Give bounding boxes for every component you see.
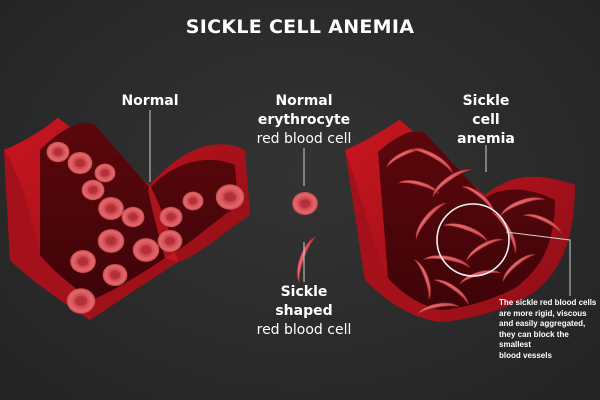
- sickle-note: The sickle red blood cells are more rigi…: [499, 298, 599, 361]
- red-blood-cell: [102, 263, 128, 287]
- pointer-line-note: [505, 231, 571, 296]
- label-sickle-shaped-line3: red blood cell: [256, 322, 352, 338]
- magnifier-circle: [436, 203, 510, 277]
- label-normal-erythrocyte-line3: red blood cell: [256, 131, 352, 147]
- red-blood-cell: [94, 163, 116, 183]
- red-blood-cell: [66, 288, 96, 314]
- label-normal-erythrocyte-line2: erythrocyte: [257, 112, 351, 128]
- sickle-note-line5: blood vessels: [499, 350, 552, 360]
- red-blood-cell: [182, 191, 204, 211]
- label-normal-erythrocyte: Normal erythrocyte red blood cell: [234, 92, 374, 149]
- page-title: SICKLE CELL ANEMIA: [185, 16, 415, 38]
- red-blood-cell: [215, 184, 245, 210]
- red-blood-cell: [46, 141, 70, 163]
- red-blood-cell: [157, 229, 183, 253]
- red-blood-cell: [132, 238, 160, 262]
- label-sickle-shaped-line2: shaped: [275, 303, 333, 319]
- red-blood-cell: [98, 197, 124, 220]
- sickle-note-line4: they can block the smallest: [499, 329, 569, 350]
- sickle-vessel: [345, 119, 575, 322]
- red-blood-cell: [97, 229, 125, 253]
- sickle-note-line2: are more rigid, viscous: [499, 308, 587, 318]
- red-blood-cell: [70, 250, 96, 273]
- red-blood-cell: [121, 206, 145, 228]
- label-sickle-shaped-line1: Sickle: [280, 284, 328, 300]
- red-blood-cell: [159, 206, 183, 228]
- label-sickle-cell-anemia: Sickle cell anemia: [446, 92, 526, 149]
- red-blood-cell: [81, 179, 105, 201]
- label-sickle-anemia-line1: Sickle: [462, 93, 510, 109]
- label-normal-erythrocyte-line1: Normal: [275, 93, 333, 109]
- label-sickle-anemia-line2: cell: [472, 112, 500, 128]
- label-sickle-anemia-line3: anemia: [457, 131, 515, 147]
- sickle-note-line3: and easily aggregated,: [499, 319, 586, 328]
- label-normal: Normal: [121, 93, 179, 109]
- label-sickle-shaped: Sickle shaped red blood cell: [234, 283, 374, 340]
- normal-erythrocyte-cell: [292, 192, 318, 215]
- sickle-note-line1: The sickle red blood cells: [499, 298, 597, 307]
- pointer-lines: [149, 110, 571, 296]
- red-blood-cell: [67, 151, 93, 175]
